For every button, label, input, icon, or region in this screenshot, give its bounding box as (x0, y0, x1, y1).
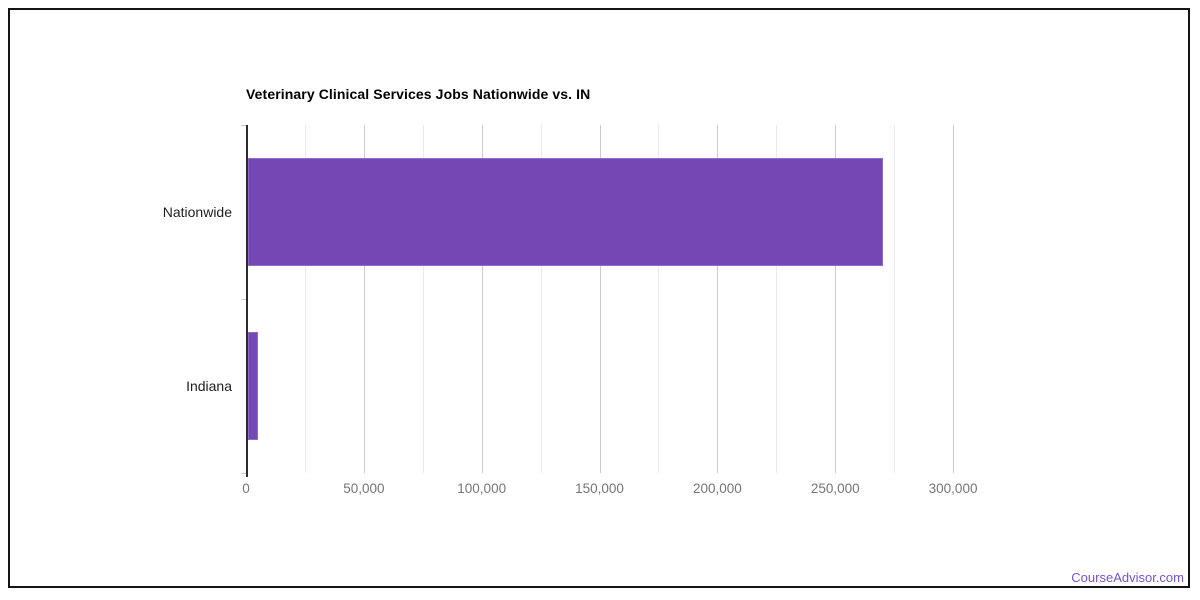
gridline (599, 125, 601, 473)
bar-indiana[interactable] (248, 332, 259, 440)
x-tick-label-250000: 250,000 (810, 481, 860, 496)
gridline (304, 125, 306, 473)
x-tick-label-50000: 50,000 (343, 481, 385, 496)
gridline (717, 125, 719, 473)
category-label-nationwide: Nationwide (162, 204, 232, 220)
gridline (776, 125, 778, 473)
gridline (658, 125, 660, 473)
x-tick-label-300000: 300,000 (928, 481, 978, 496)
gridline (422, 125, 424, 473)
gridline (540, 125, 542, 473)
bar-nationwide[interactable] (248, 158, 884, 266)
gridline (953, 125, 955, 473)
category-label-indiana: Indiana (186, 378, 232, 394)
chart-title: Veterinary Clinical Services Jobs Nation… (246, 86, 591, 102)
gridline (363, 125, 365, 473)
category-tick (241, 473, 246, 474)
category-tick (241, 125, 246, 126)
gridline (835, 125, 837, 473)
x-tick-label-0: 0 (242, 481, 250, 496)
x-tick-label-150000: 150,000 (575, 481, 624, 496)
plot-area (241, 125, 1012, 477)
courseadvisor-link[interactable]: CourseAdvisor.com (1071, 570, 1184, 585)
x-tick-label-100000: 100,000 (457, 481, 507, 496)
category-tick (241, 299, 246, 300)
chart-border-frame (8, 8, 1190, 588)
gridline (481, 125, 483, 473)
x-tick-label-200000: 200,000 (692, 481, 742, 496)
gridline (894, 125, 896, 473)
y-axis-line (246, 125, 248, 477)
